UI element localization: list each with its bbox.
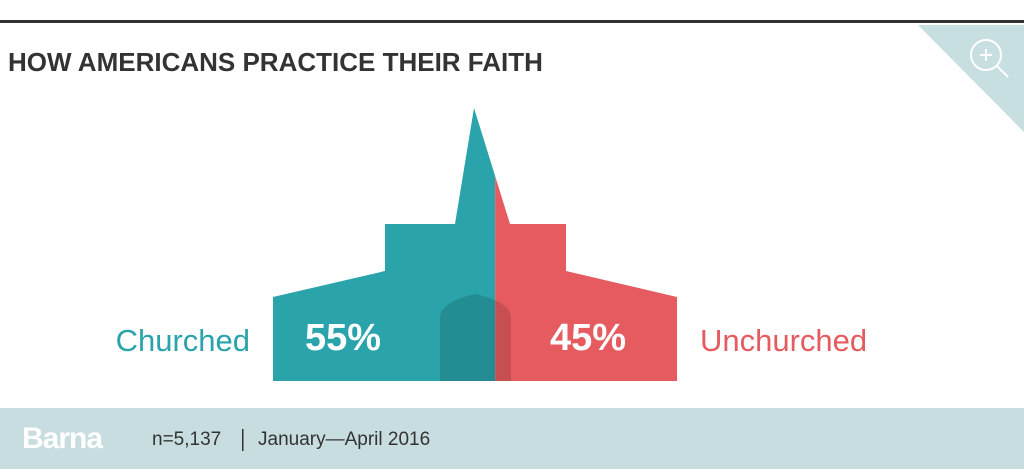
zoom-icon[interactable] <box>970 39 1009 78</box>
chart-area: 55% 45% Churched Unchurched <box>116 108 867 381</box>
sample-size: n=5,137 <box>152 429 221 450</box>
door <box>440 294 511 381</box>
top-rule <box>0 20 1024 23</box>
legend-label: Churched <box>116 323 250 358</box>
value-label: 45% <box>550 317 626 359</box>
separator <box>242 429 244 451</box>
value-label: 55% <box>305 317 381 359</box>
brand: Barna <box>22 422 103 455</box>
period: January—April 2016 <box>258 429 430 450</box>
legend-label: Unchurched <box>700 323 867 358</box>
church-left <box>273 108 496 381</box>
chart-title: HOW AMERICANS PRACTICE THEIR FAITH <box>8 47 543 77</box>
footer-band <box>0 408 1024 469</box>
church-right <box>495 176 677 381</box>
zoom-corner[interactable] <box>918 25 1024 132</box>
